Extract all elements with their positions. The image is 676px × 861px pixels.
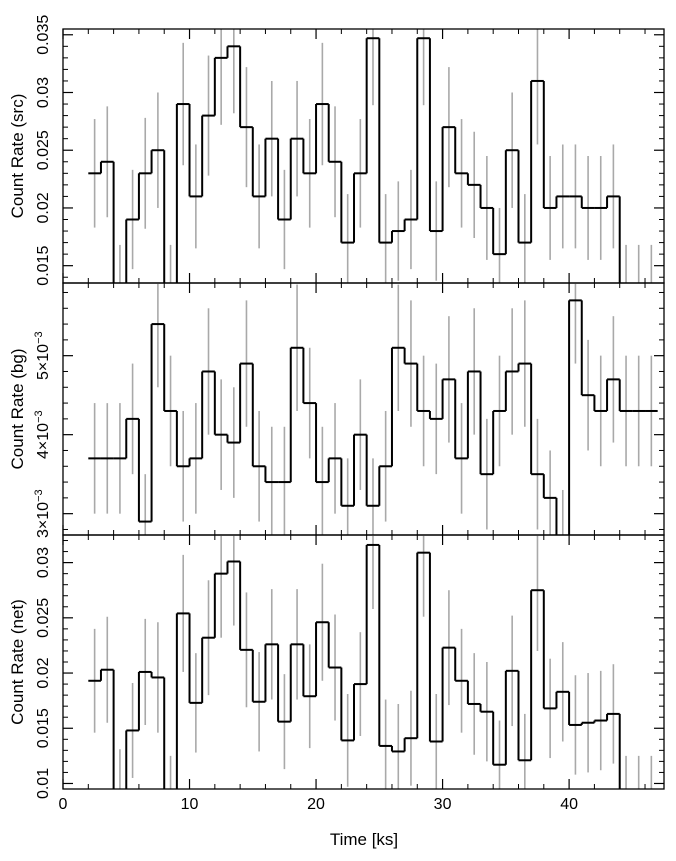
y-tick-label: 0.015 [35,246,52,286]
x-tick-label: 0 [59,796,68,813]
panel-content [88,29,653,283]
panel-content [88,283,658,535]
y-tick-label: 0.025 [35,598,52,638]
x-tick-label: 40 [560,796,578,813]
y-tick-label: 3×10−3 [33,489,52,538]
x-axis-label: Time [ks] [330,830,398,849]
y-tick-label: 0.01 [35,768,52,799]
panels-layer: 0.015 0.02 0.025 0.03 0.035 Count Rate (src) 3… [8,15,665,813]
y-tick-label: 0.02 [35,657,52,688]
x-tick-label: 30 [434,796,452,813]
panel-frame [62,534,665,790]
y-axis-label-src: Count Rate (src) [8,94,27,219]
panel-bg: 3×10−3 4×10−3 5×10−3 Count Rate (bg) [8,282,665,538]
y-axis-label-bg: Count Rate (bg) [8,349,27,470]
y-tick-label: 0.015 [35,708,52,748]
y-tick-label: 0.035 [35,15,52,55]
y-tick-label: 0.03 [35,77,52,108]
y-tick-label: 0.025 [35,130,52,170]
y-tick-label: 4×10−3 [33,410,52,459]
x-tick-label: 10 [181,796,199,813]
panel-content [88,535,653,789]
y-axis-label-net: Count Rate (net) [8,599,27,725]
y-tick-label: 0.03 [35,547,52,578]
y-tick-label: 0.02 [35,192,52,223]
panel-net: 0.01 0.015 0.02 0.025 0.03 Count Rate (net) [8,534,665,799]
panel-src: 0.015 0.02 0.025 0.03 0.035 Count Rate (src) [8,15,665,286]
panel-frame [62,282,665,536]
panel-frame [62,28,665,284]
y-tick-label: 5×10−3 [33,331,52,380]
x-tick-label: 20 [307,796,325,813]
